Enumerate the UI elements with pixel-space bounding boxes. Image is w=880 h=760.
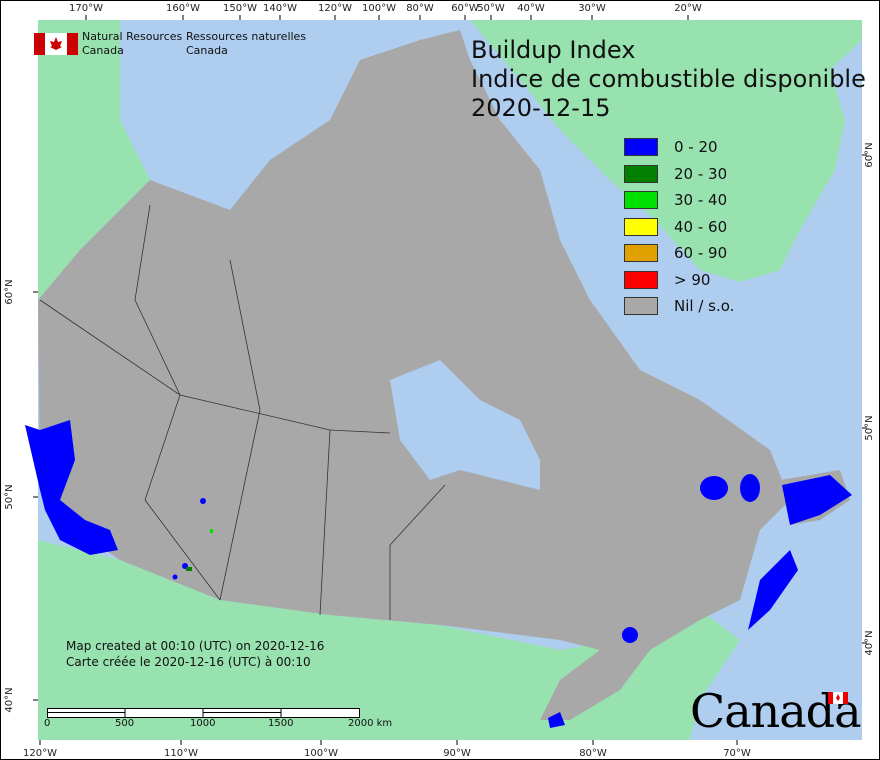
bc-coast-patch <box>25 420 118 555</box>
hudson-bay <box>390 360 540 490</box>
legend-label: 40 - 60 <box>674 217 728 236</box>
creation-note: Map created at 00:10 (UTC) on 2020-12-16… <box>66 638 324 670</box>
top-lon-label: 60°W <box>451 3 479 14</box>
bottom-lon-label: 120°W <box>23 748 57 759</box>
top-lon-label: 120°W <box>318 3 352 14</box>
greenland <box>470 20 862 282</box>
legend-label: > 90 <box>674 270 711 289</box>
legend-label: 30 - 40 <box>674 191 728 210</box>
title-fr: Indice de combustible disponible <box>471 65 866 93</box>
top-lon-label: 170°W <box>69 3 103 14</box>
left-lat-label: 50°N <box>4 484 15 509</box>
legend-item: 0 - 20 <box>624 134 734 161</box>
legend-swatch <box>624 191 658 210</box>
legend-swatch <box>624 217 658 236</box>
bottom-lon-label: 90°W <box>443 748 471 759</box>
left-lat-label: 40°N <box>4 687 15 712</box>
bottom-lon-label: 100°W <box>304 748 338 759</box>
legend-item: > 90 <box>624 267 734 294</box>
legend-label: 20 - 30 <box>674 164 728 183</box>
legend-swatch <box>624 244 658 263</box>
right-lat-label: 60°N <box>864 142 875 167</box>
legend-swatch <box>624 297 658 316</box>
top-lon-label: 30°W <box>578 3 606 14</box>
agency-country-en: Canada <box>82 44 124 57</box>
agency-name-fr: Ressources naturelles <box>186 30 307 43</box>
right-lat-label: 40°N <box>864 630 875 655</box>
canada-wordmark: Canada <box>690 684 862 738</box>
ontario-patch <box>622 627 638 643</box>
legend-label: 60 - 90 <box>674 244 728 263</box>
graticule-labels: 170°W 160°W 150°W 140°W 120°W 100°W 80°W 60°W50… <box>4 3 875 759</box>
legend-swatch <box>624 164 658 183</box>
scale-label: 1000 <box>190 718 216 729</box>
right-lat-label: 50°N <box>864 415 875 440</box>
creation-note-en: Map created at 00:10 (UTC) on 2020-12-16 <box>66 639 325 653</box>
legend-item: 40 - 60 <box>624 214 734 241</box>
bottom-lon-label: 70°W <box>723 748 751 759</box>
scale-label: 2000 km <box>348 718 393 729</box>
legend-item: 30 - 40 <box>624 187 734 214</box>
alberta-patch-3 <box>172 574 178 580</box>
agency-country-fr: Canada <box>186 44 228 57</box>
bottom-lon-label: 80°W <box>579 748 607 759</box>
scale-label: 1500 <box>268 718 294 729</box>
quebec-patch <box>700 476 728 500</box>
bui-30-40-patch <box>210 529 213 533</box>
top-lon-label: 80°W <box>406 3 434 14</box>
legend-swatch <box>624 270 658 289</box>
legend-label: 0 - 20 <box>674 138 718 157</box>
boundaries <box>39 204 446 620</box>
top-lon-label: 40°W <box>517 3 545 14</box>
map-title: Buildup Index Indice de combustible disp… <box>471 36 866 123</box>
newfoundland-patch <box>782 475 852 525</box>
bui-0-20-areas <box>25 420 852 728</box>
maritimes-patch <box>748 550 798 630</box>
top-lon-label: 160°W <box>166 3 200 14</box>
legend-item: Nil / s.o. <box>624 293 734 320</box>
legend-swatch <box>624 138 658 157</box>
scale-bar: 0 500 1000 1500 2000 km <box>44 705 392 729</box>
creation-note-fr: Carte créée le 2020-12-16 (UTC) à 00:10 <box>66 655 311 669</box>
map-date: 2020-12-15 <box>471 94 611 122</box>
scale-label: 0 <box>44 718 51 729</box>
legend-item: 60 - 90 <box>624 240 734 267</box>
alaska <box>38 20 150 300</box>
agency-name-en: Natural Resources <box>82 30 183 43</box>
top-lon-label: 150°W <box>223 3 257 14</box>
legend: 0 - 20 20 - 30 30 - 40 40 - 60 60 - 90 > 90 Ni… <box>624 134 734 320</box>
scale-label: 500 <box>115 718 135 729</box>
southern-ontario-patch <box>548 712 565 728</box>
legend-label: Nil / s.o. <box>674 297 735 316</box>
title-en: Buildup Index <box>471 36 636 64</box>
wordmark-flag-icon <box>828 692 848 704</box>
labrador-patch <box>740 474 760 502</box>
bui-20-30-patch <box>186 567 192 571</box>
top-lon-label: 140°W <box>263 3 297 14</box>
left-lat-label: 60°N <box>4 279 15 304</box>
top-lon-label: 20°W <box>674 3 702 14</box>
bottom-lon-label: 110°W <box>164 748 198 759</box>
alberta-patch <box>200 498 206 504</box>
legend-item: 20 - 30 <box>624 161 734 188</box>
top-lon-label: 100°W <box>362 3 396 14</box>
top-lon-label: 50°W <box>477 3 505 14</box>
canada-flag-icon <box>34 33 78 55</box>
